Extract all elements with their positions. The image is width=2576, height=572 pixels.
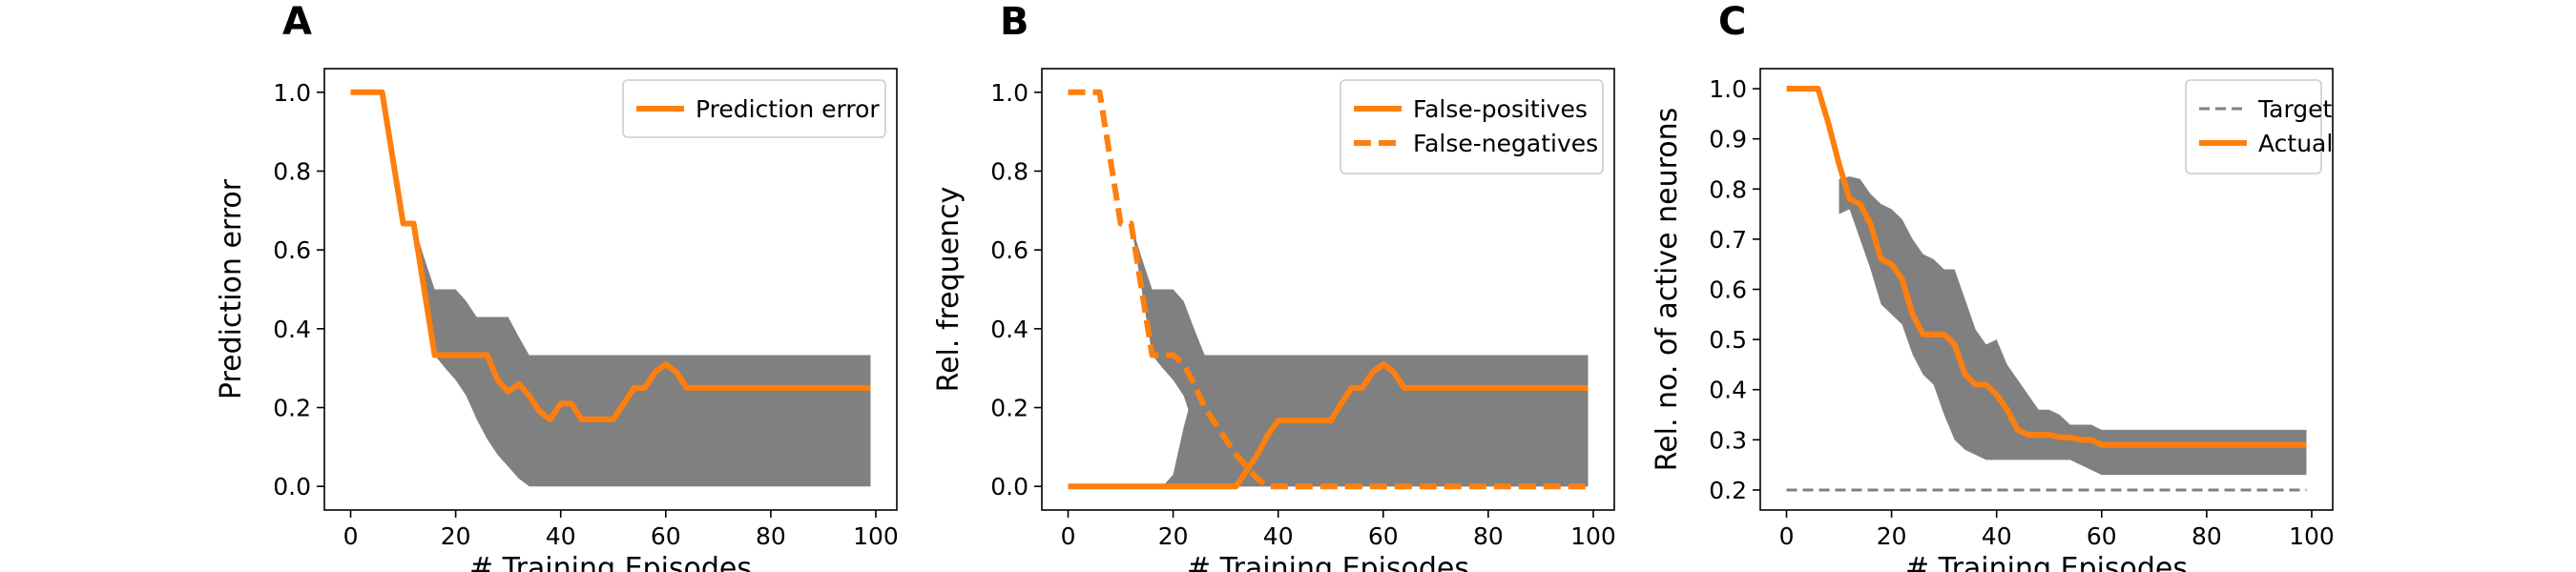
x-axis-label: # Training Episodes: [1187, 552, 1469, 572]
x-tick-label: 60: [1368, 522, 1399, 550]
panel-b: B 0 20 40 60 80 100 0.0 0.2 0.4 0.6 0.8 1.0 # Trainin…: [932, 0, 1616, 572]
series-line-false-negatives: [1068, 89, 1589, 490]
plot-frame: [323, 68, 898, 511]
x-tick-label: 0: [1061, 522, 1076, 550]
x-axis-label: # Training Episodes: [1905, 552, 2188, 572]
y-tick-label: 0.2: [1709, 477, 1747, 504]
y-tick-label: 0.6: [1709, 276, 1747, 304]
series-line-actual: [1786, 86, 2307, 448]
panel-letter: C: [1718, 0, 1746, 44]
legend: Target Actual: [2185, 79, 2333, 174]
y-tick-label: 0.0: [273, 473, 311, 500]
panel-a: A 0 20 40 60 80 100 0.0 0.2 0.4 0.6 0.8 1.0 # Trainin…: [215, 0, 899, 572]
x-tick-label: 20: [1877, 522, 1907, 550]
x-tick-label: 100: [2289, 522, 2335, 550]
legend: Prediction error: [622, 79, 886, 138]
y-tick-label: 0.4: [1709, 377, 1747, 404]
legend-box: [622, 79, 886, 138]
y-axis-label: Prediction error: [215, 178, 248, 399]
variability-band-1: [1839, 176, 2307, 476]
legend-label-prediction-error: Prediction error: [696, 95, 880, 123]
x-tick-label: 100: [1570, 522, 1616, 550]
x-tick-label: 40: [1982, 522, 2012, 550]
x-tick-label: 0: [343, 522, 359, 550]
x-tick-label: 40: [1263, 522, 1294, 550]
y-tick-label: 1.0: [990, 79, 1028, 107]
y-tick-label: 1.0: [1709, 75, 1747, 103]
panel-letter: B: [1000, 0, 1029, 44]
x-tick-label: 20: [441, 522, 471, 550]
y-tick-label: 0.4: [273, 316, 311, 343]
x-tick-label: 0: [1779, 522, 1795, 550]
legend-box: [1340, 79, 1604, 174]
legend: False-positives False-negatives: [1340, 79, 1604, 174]
y-tick-label: 0.8: [273, 157, 311, 185]
y-axis-label: Rel. no. of active neurons: [1651, 108, 1684, 472]
legend-label-actual: Actual: [2258, 130, 2333, 157]
y-tick-label: 0.8: [990, 157, 1028, 185]
variability-band-2: [1162, 355, 1589, 487]
series-line-prediction-error: [350, 89, 871, 422]
y-tick-label: 0.2: [990, 395, 1028, 422]
x-tick-label: 80: [1473, 522, 1504, 550]
y-axis-label: Rel. frequency: [932, 187, 966, 393]
x-tick-label: 80: [756, 522, 786, 550]
legend-box: [2185, 79, 2322, 174]
panel-c: C 0 20 40 60 80 100 0.2 0.3 0.4 0.5 0.6 0.7 0.8 0.9 1.0…: [1651, 0, 2335, 572]
x-tick-label: 100: [853, 522, 899, 550]
series-line-false-positives: [1068, 361, 1589, 490]
panel-letter: A: [282, 0, 312, 44]
y-tick-label: 0.3: [1709, 426, 1747, 454]
y-tick-label: 0.6: [990, 236, 1028, 264]
legend-label-target: Target: [2257, 95, 2333, 123]
x-tick-label: 60: [651, 522, 681, 550]
y-tick-label: 0.9: [1709, 126, 1747, 153]
x-tick-label: 20: [1158, 522, 1189, 550]
y-tick-label: 0.0: [990, 473, 1028, 500]
y-tick-label: 0.2: [273, 395, 311, 422]
y-tick-label: 0.6: [273, 236, 311, 264]
plot-frame: [1041, 68, 1615, 511]
y-tick-label: 1.0: [273, 79, 311, 107]
x-tick-label: 40: [546, 522, 576, 550]
x-axis-label: # Training Episodes: [469, 552, 752, 572]
x-tick-label: 60: [2087, 522, 2117, 550]
y-tick-label: 0.5: [1709, 326, 1747, 354]
y-tick-label: 0.7: [1709, 226, 1747, 254]
variability-band-1: [413, 223, 871, 487]
y-tick-label: 0.4: [990, 316, 1028, 343]
legend-label-false-positives: False-positives: [1413, 95, 1588, 123]
y-tick-label: 0.8: [1709, 175, 1747, 203]
x-tick-label: 80: [2192, 522, 2222, 550]
legend-label-false-negatives: False-negatives: [1413, 130, 1598, 157]
